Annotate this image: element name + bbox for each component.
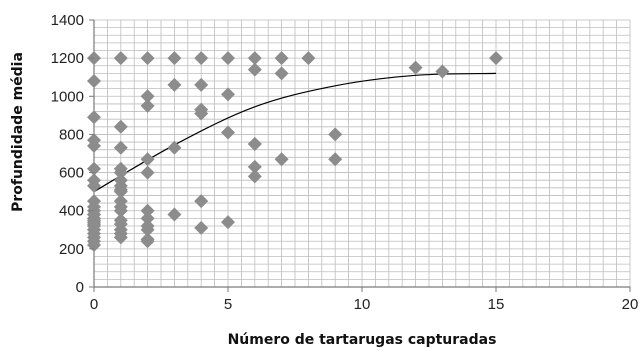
data-point [113,119,128,134]
y-tick-label: 1000 [51,88,84,105]
y-tick-label: 200 [59,241,84,258]
data-point [113,165,128,180]
y-axis-title: Profundidade média [10,52,26,212]
y-tick-label: 0 [76,279,84,296]
data-point [140,51,155,66]
x-axis-title: Número de tartarugas capturadas [228,332,497,348]
data-point [140,165,155,180]
grid-lines [93,19,631,288]
data-point [328,152,343,167]
data-point [221,51,235,66]
data-point [221,215,235,230]
data-point [301,51,316,66]
trendline [93,72,497,193]
data-point [87,74,101,89]
data-point [194,194,209,209]
data-point [167,51,182,66]
data-point [247,169,262,184]
data-point [489,51,503,66]
data-point [140,152,155,167]
data-point [113,51,128,66]
data-point [247,62,262,77]
data-point [274,51,289,66]
data-point [87,222,101,237]
data-point [140,222,155,237]
trendline-group [93,72,497,193]
x-tick-label: 10 [354,296,371,313]
data-point [140,234,155,249]
data-point [140,211,155,226]
data-point [140,98,155,113]
y-tick-label: 800 [59,126,84,143]
data-point [167,77,182,92]
data-point [274,66,289,81]
data-point [140,203,155,218]
x-tick-label: 5 [224,296,232,313]
x-tick-label: 20 [622,296,639,313]
y-tick-label: 600 [59,165,84,182]
data-point [194,51,209,66]
y-tick-label: 1200 [51,50,84,67]
data-point [113,203,128,218]
data-point [221,87,235,102]
data-point [274,152,289,167]
data-point [113,184,128,199]
data-point [194,77,209,92]
data-point [247,51,262,66]
data-point [194,106,209,121]
data-point [221,125,235,140]
data-point [167,207,182,222]
y-tick-label: 400 [59,203,84,220]
data-point [140,89,155,104]
data-point [113,230,128,245]
y-tick-label: 1400 [51,12,84,29]
x-tick-label: 15 [488,296,505,313]
data-point [87,110,101,125]
data-point [247,136,262,151]
data-point [328,127,343,142]
data-point [167,140,182,155]
data-point [87,178,101,193]
data-points [87,51,503,253]
x-tick-label: 0 [90,296,98,313]
data-point [113,140,128,155]
data-point [247,159,262,174]
data-point [194,220,209,235]
data-point [87,138,101,153]
data-point [408,60,423,75]
data-point [435,64,450,79]
